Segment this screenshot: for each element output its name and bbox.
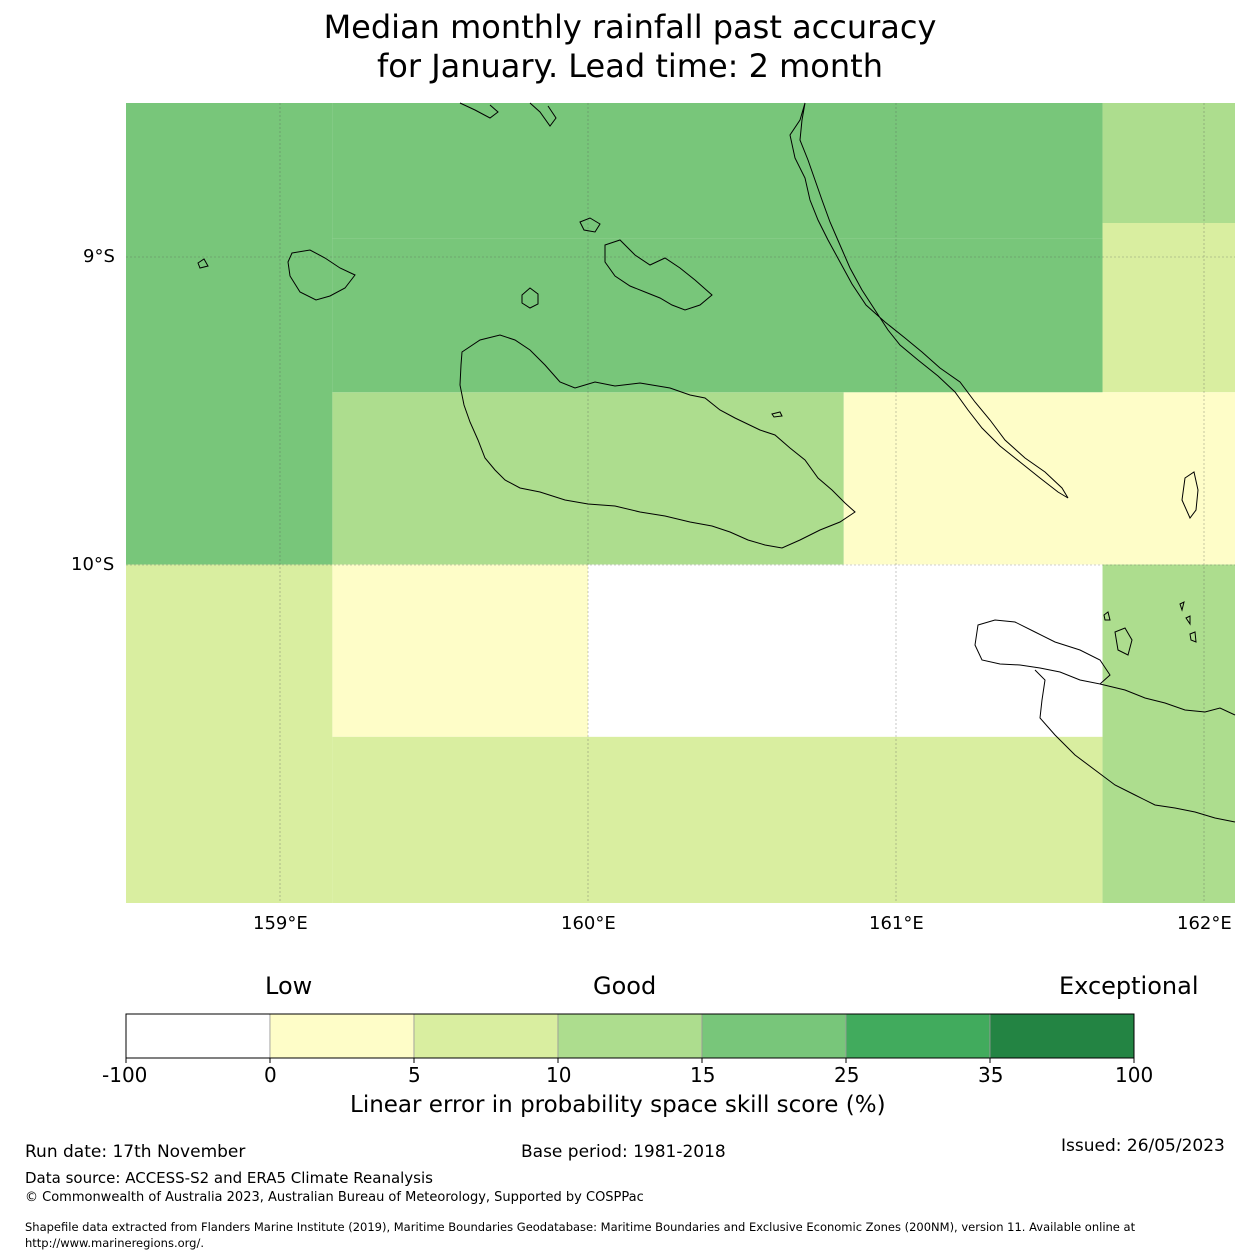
copyright: © Commonwealth of Australia 2023, Austra… <box>25 1190 644 1205</box>
coastline-islet-east-3 <box>1103 611 1111 621</box>
colorbar-segment <box>845 1013 991 1059</box>
colorbar-segment <box>413 1013 559 1059</box>
colorbar-tick-label: 25 <box>834 1063 860 1087</box>
lon-label-161E: 161°E <box>869 913 924 934</box>
lat-label-9S: 9°S <box>83 246 115 267</box>
grid-cell <box>588 564 1103 737</box>
lon-label-160E: 160°E <box>561 913 616 934</box>
coastline-islet-east-5 <box>1185 615 1191 626</box>
legend-category-good: Good <box>593 972 657 1000</box>
grid-cell <box>843 392 1235 565</box>
coastline-islet-east-6 <box>1189 631 1197 643</box>
lon-label-162E: 162°E <box>1177 913 1232 934</box>
shapefile-credit: Shapefile data extracted from Flanders M… <box>25 1220 1136 1234</box>
grid-cell <box>332 564 589 737</box>
graticule <box>126 103 1235 903</box>
data-source: Data source: ACCESS-S2 and ERA5 Climate … <box>25 1169 433 1187</box>
grid-cell <box>126 103 333 565</box>
legend-colorbar <box>125 1013 1135 1063</box>
colorbar-segment <box>557 1013 703 1059</box>
coastline-islet-west <box>197 258 209 269</box>
shapefile-url: http://www.marineregions.org/. <box>25 1236 204 1250</box>
grid-cell <box>126 564 333 903</box>
coastline-islet-east-2 <box>1114 627 1133 656</box>
lat-label-10S: 10°S <box>71 554 115 575</box>
run-date: Run date: 17th November <box>25 1142 246 1162</box>
coastline-savo <box>521 287 539 309</box>
colorbar-tick-label: 5 <box>408 1063 421 1087</box>
coastline-guadalcanal <box>459 334 856 549</box>
grid-cell <box>332 392 844 565</box>
grid-cell <box>332 238 1103 393</box>
issued-date: Issued: 26/05/2023 <box>1061 1136 1225 1156</box>
colorbar-segment <box>125 1013 271 1059</box>
coastline-makira-east <box>1099 683 1236 716</box>
skill-grid-cells <box>126 103 1235 903</box>
coastline-islet-north-2 <box>459 102 499 119</box>
coastline-islet-east-4 <box>1179 601 1185 612</box>
coastline-malaita <box>789 102 1069 499</box>
coastline-makira-west <box>1034 669 1236 823</box>
grid-cell <box>332 103 1103 239</box>
grid-cell <box>332 736 1103 903</box>
coastline-florida-islands <box>604 239 713 311</box>
chart-title-line-1: Median monthly rainfall past accuracy <box>323 8 937 46</box>
colorbar-tick-label: 100 <box>1115 1063 1154 1087</box>
colorbar-tick-label: -100 <box>102 1063 148 1087</box>
grid-cell <box>1102 223 1235 393</box>
coastlines <box>197 102 1236 823</box>
colorbar-label: Linear error in probability space skill … <box>350 1092 886 1118</box>
colorbar-tick-label: 10 <box>546 1063 572 1087</box>
colorbar-tick-label: 35 <box>978 1063 1004 1087</box>
colorbar-segment <box>701 1013 847 1059</box>
colorbar-tick-label: 0 <box>264 1063 277 1087</box>
grid-cell <box>1102 564 1235 903</box>
chart-title-line-2: for January. Lead time: 2 month <box>377 47 883 85</box>
legend-category-low: Low <box>265 972 313 1000</box>
lon-label-159E: 159°E <box>253 913 308 934</box>
base-period: Base period: 1981-2018 <box>521 1142 726 1162</box>
coastline-islet-north-3 <box>529 102 557 127</box>
colorbar-segment <box>989 1013 1135 1059</box>
colorbar-segment <box>269 1013 415 1059</box>
grid-cell <box>1102 103 1235 223</box>
coastline-islet-east-1 <box>1181 471 1199 519</box>
coastline-russell-islands <box>287 249 356 301</box>
coastline-islet-north <box>579 217 601 233</box>
coastline-islet-buena-vista <box>771 411 783 418</box>
colorbar-tick-label: 15 <box>690 1063 716 1087</box>
colorbar-frame <box>125 1013 1135 1059</box>
legend-category-exceptional: Exceptional <box>1059 972 1199 1000</box>
